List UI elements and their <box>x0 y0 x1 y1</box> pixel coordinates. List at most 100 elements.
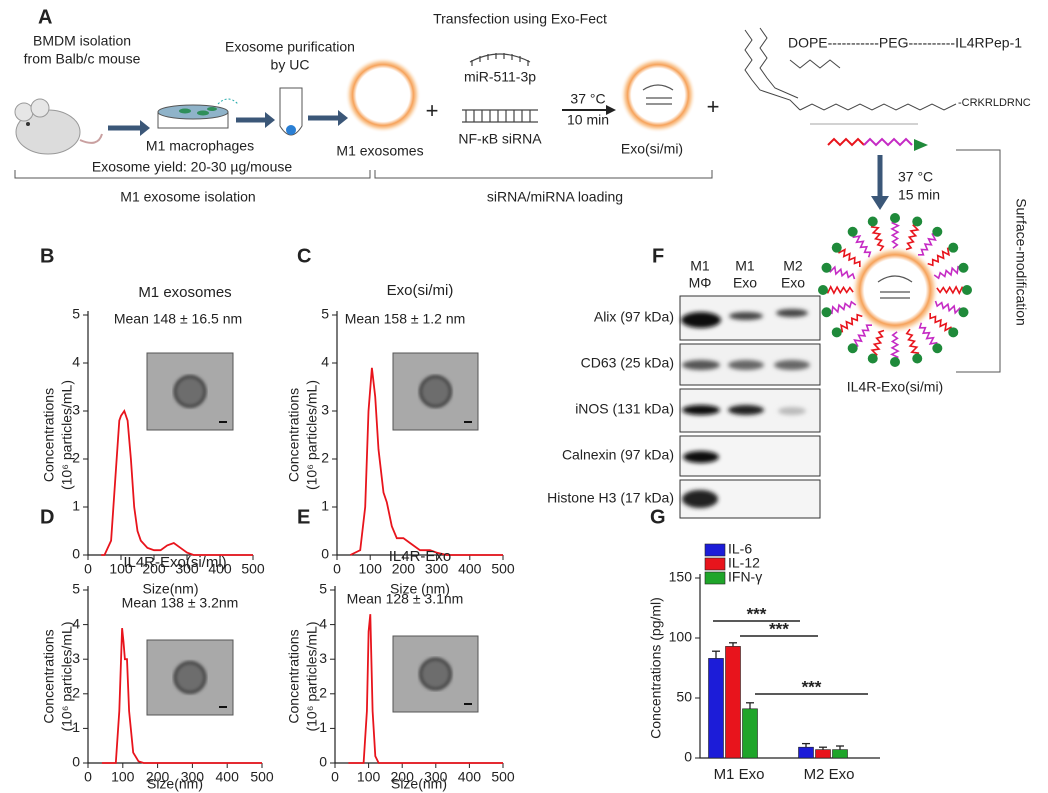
yield-label: Exosome yield: 20-30 µg/mouse <box>92 159 292 175</box>
y-tick-label: 5 <box>321 306 329 322</box>
legend-swatch <box>704 543 726 557</box>
step-label: from Balb/c mouse <box>24 51 141 67</box>
panel-label: C <box>297 245 311 267</box>
peptide <box>831 242 842 253</box>
peptide <box>890 213 900 223</box>
peg-chain <box>918 322 938 345</box>
y-tick-label: 4 <box>72 354 80 370</box>
bar <box>798 746 814 759</box>
y-tick-label: 3 <box>319 650 327 666</box>
y-tick-label: 0 <box>321 546 329 562</box>
peptide <box>821 307 832 318</box>
peg-chain <box>870 226 885 252</box>
sirna-icon <box>462 109 538 123</box>
y-axis-label: Concentrations (pg/ml) <box>648 597 664 739</box>
modified-exosome-icon <box>818 213 972 367</box>
peptide <box>867 216 878 227</box>
legend-swatch <box>704 571 726 585</box>
protein-label: Alix (97 kDa) <box>594 309 674 325</box>
x-tick-label: 500 <box>491 561 515 577</box>
y-tick-label: 1 <box>72 719 80 735</box>
peptide <box>962 285 972 295</box>
x-tick-label: 500 <box>491 769 515 785</box>
step-label: BMDM isolation <box>33 33 131 49</box>
em-vesicle <box>419 657 452 691</box>
pellet-icon <box>286 125 296 135</box>
y-tick-label: 150 <box>669 569 693 585</box>
x-tick-label: 100 <box>359 561 383 577</box>
legend-label: IL-6 <box>728 541 752 557</box>
peg-chain <box>829 265 856 280</box>
condition: 37 °C <box>570 91 605 107</box>
size-curve <box>349 367 503 556</box>
peptide <box>818 285 828 295</box>
peptide <box>912 216 923 227</box>
lane-label: M1 <box>735 258 755 274</box>
significance-label: *** <box>769 619 789 638</box>
significance-label: *** <box>802 677 822 696</box>
peg-chain <box>853 324 872 347</box>
bracket <box>14 170 371 179</box>
peptide <box>958 307 969 318</box>
protein-label: Histone H3 (17 kDa) <box>547 490 674 506</box>
plus: + <box>426 98 439 123</box>
x-tick-label: 0 <box>84 561 92 577</box>
y-tick-label: 1 <box>72 498 80 514</box>
x-tick-label: 100 <box>111 769 135 785</box>
size-curve <box>101 628 262 764</box>
y-axis-label: (10⁶ particles/mL) <box>59 621 75 731</box>
bracket-label: siRNA/miRNA loading <box>487 189 623 205</box>
significance-label: *** <box>747 604 767 623</box>
step-label: Transfection using Exo-Fect <box>433 11 607 27</box>
y-tick-label: 4 <box>319 615 327 631</box>
y-tick-label: 2 <box>72 685 80 701</box>
cargo-icon <box>642 84 674 105</box>
peptide <box>912 353 923 364</box>
step-label: Exosome purification <box>225 39 355 55</box>
y-axis-label: (10⁶ particles/mL) <box>304 621 320 731</box>
y-tick-label: 1 <box>319 719 327 735</box>
conjugate-icon <box>810 123 928 151</box>
lane-label: M2 <box>783 258 803 274</box>
x-tick-label: 200 <box>142 561 166 577</box>
annotation: Mean 148 ± 16.5 nm <box>114 311 242 327</box>
y-tick-label: 0 <box>72 546 80 562</box>
y-tick-label: 0 <box>684 749 692 765</box>
x-axis-label: Size (nm) <box>390 581 450 597</box>
chart-title: IL4R-Exo(si/mi) <box>123 554 226 571</box>
bar <box>708 658 724 759</box>
y-tick-label: 0 <box>72 754 80 770</box>
arrow-head <box>871 196 889 210</box>
peg-chain <box>838 248 861 267</box>
y-axis-label: Concentrations <box>41 388 57 482</box>
y-axis-label: Concentrations <box>286 388 302 482</box>
x-tick-label: 200 <box>391 769 415 785</box>
x-tick-label: M1 Exo <box>714 766 765 783</box>
peptide <box>831 327 842 338</box>
em-vesicle <box>173 375 207 408</box>
panel-label: G <box>650 506 666 528</box>
bar <box>832 749 848 759</box>
bracket-label: Surface-modification <box>1013 198 1029 326</box>
peg-chain <box>905 328 920 354</box>
blot-bands <box>681 309 810 508</box>
arrow-head <box>338 110 348 126</box>
size-curve <box>348 614 503 764</box>
annotation: Mean 128 ± 3.1nm <box>347 591 464 607</box>
step-label: Exo(si/mi) <box>621 141 683 157</box>
peptide <box>847 343 858 354</box>
x-tick-label: 400 <box>208 561 232 577</box>
mirna-icon <box>469 53 531 66</box>
y-tick-label: 1 <box>321 498 329 514</box>
step-label: by UC <box>271 57 310 73</box>
product-label: IL4R-Exo(si/mi) <box>847 379 943 395</box>
x-tick-label: 0 <box>84 769 92 785</box>
y-axis-label: Concentrations <box>286 629 302 723</box>
y-tick-label: 4 <box>72 615 80 631</box>
bracket <box>374 170 713 179</box>
peg-chain <box>936 285 964 295</box>
y-tick-label: 5 <box>72 581 80 597</box>
y-tick-label: 2 <box>321 450 329 466</box>
em-vesicle <box>173 661 207 694</box>
